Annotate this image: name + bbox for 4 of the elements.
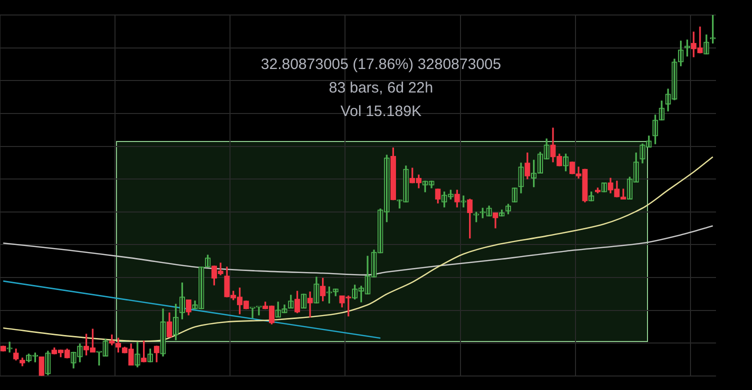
candlestick: [256, 306, 262, 316]
annotation: Vol 15.189K: [340, 103, 422, 120]
annotation: 32.80873005 (17.86%) 3280873005: [260, 56, 502, 74]
annotation: 83 bars, 6d 22h: [328, 80, 434, 97]
